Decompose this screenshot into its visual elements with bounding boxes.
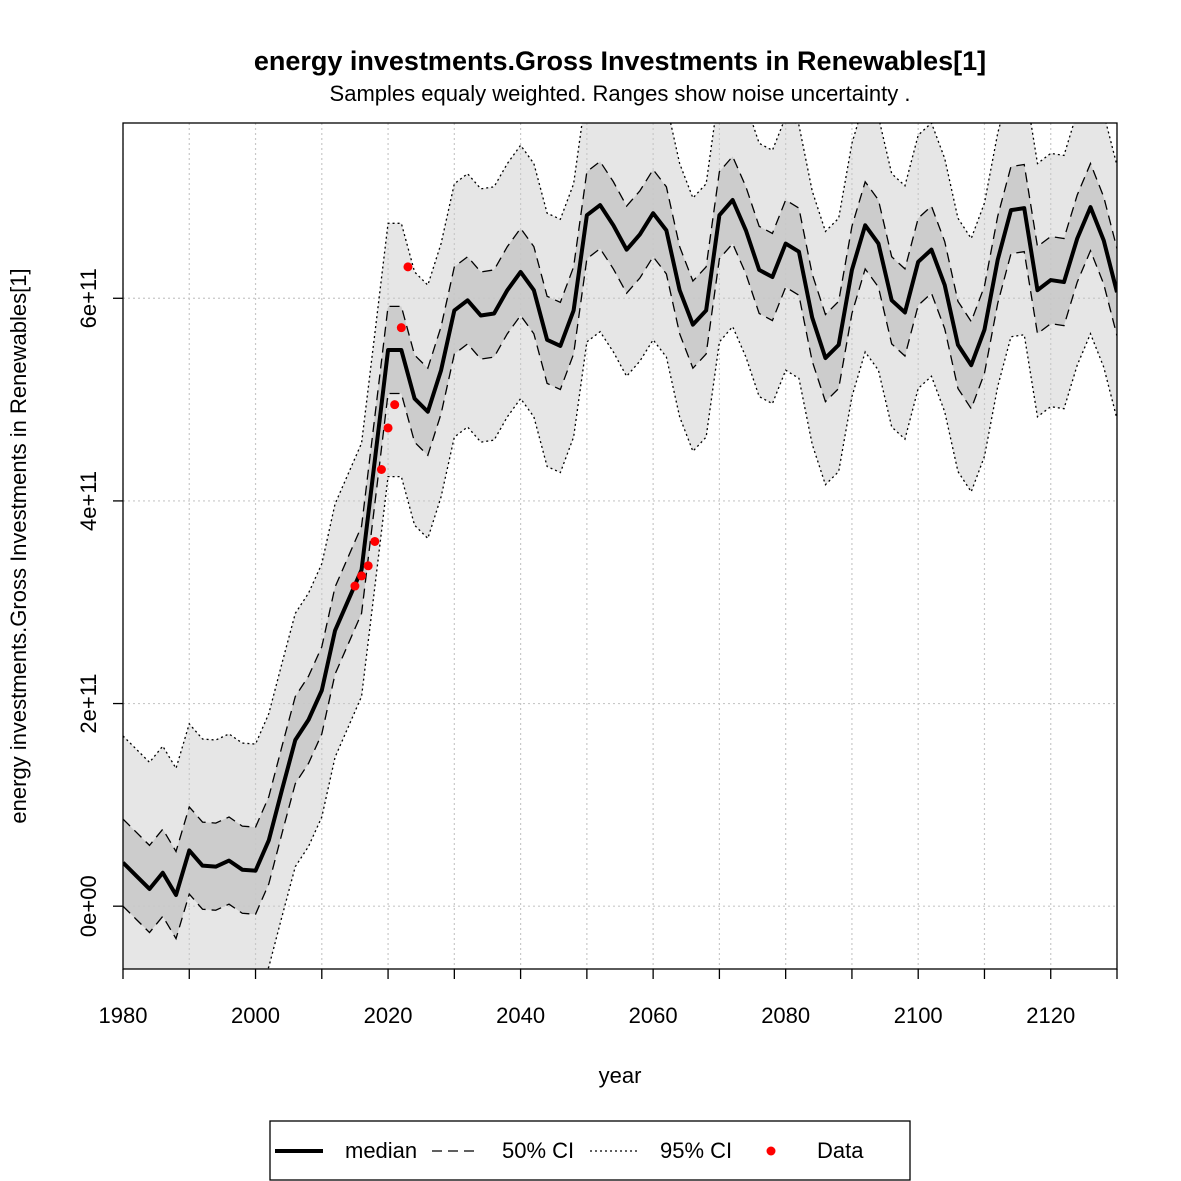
x-tick-label: 1980	[99, 1003, 148, 1028]
data-point	[396, 323, 406, 333]
ci-band	[123, 156, 1117, 939]
x-tick-label: 2120	[1026, 1003, 1075, 1028]
chart-subtitle: Samples equaly weighted. Ranges show noi…	[330, 81, 911, 106]
data-point	[363, 561, 373, 571]
plot-frame	[122, 122, 1118, 970]
chart-title: energy investments.Gross Investments in …	[254, 46, 986, 76]
median-line	[123, 198, 1117, 898]
data-point	[390, 400, 400, 410]
y-tick-label: 0e+00	[76, 875, 101, 937]
x-tick-label: 2100	[894, 1003, 943, 1028]
legend-box	[269, 1120, 911, 1181]
legend-key	[766, 1146, 776, 1156]
data-point	[350, 581, 360, 591]
x-axis-label: year	[599, 1063, 642, 1088]
data-point	[370, 536, 380, 546]
plot-area	[123, 123, 1117, 969]
ci-upper-line	[123, 155, 1117, 854]
legend-label: median	[345, 1138, 417, 1163]
data-point	[383, 423, 393, 433]
ci-lower-line	[123, 242, 1117, 941]
legend-label: Data	[817, 1138, 864, 1163]
axes: 1980 2000 2020 2040 2060 2080 2100 2120 0e+00 2e+…	[76, 122, 1118, 1028]
data-point	[376, 465, 386, 475]
y-tick-label: 4e+11	[76, 471, 101, 531]
x-tick-label: 2000	[231, 1003, 280, 1028]
y-tick-label: 2e+11	[76, 673, 101, 733]
data-point	[357, 571, 367, 581]
legend-label: 50% CI	[502, 1138, 574, 1163]
legend: median 50% CI 95% CI Data	[275, 1138, 864, 1163]
x-tick-label: 2040	[496, 1003, 545, 1028]
x-tick-label: 2060	[629, 1003, 678, 1028]
ci-band	[123, 123, 1117, 969]
x-tick-label: 2080	[761, 1003, 810, 1028]
x-tick-label: 2020	[364, 1003, 413, 1028]
data-point	[403, 262, 413, 272]
y-axis-label: energy investments.Gross Investments in …	[6, 268, 31, 823]
legend-label: 95% CI	[660, 1138, 732, 1163]
y-tick-label: 6e+11	[76, 268, 101, 328]
